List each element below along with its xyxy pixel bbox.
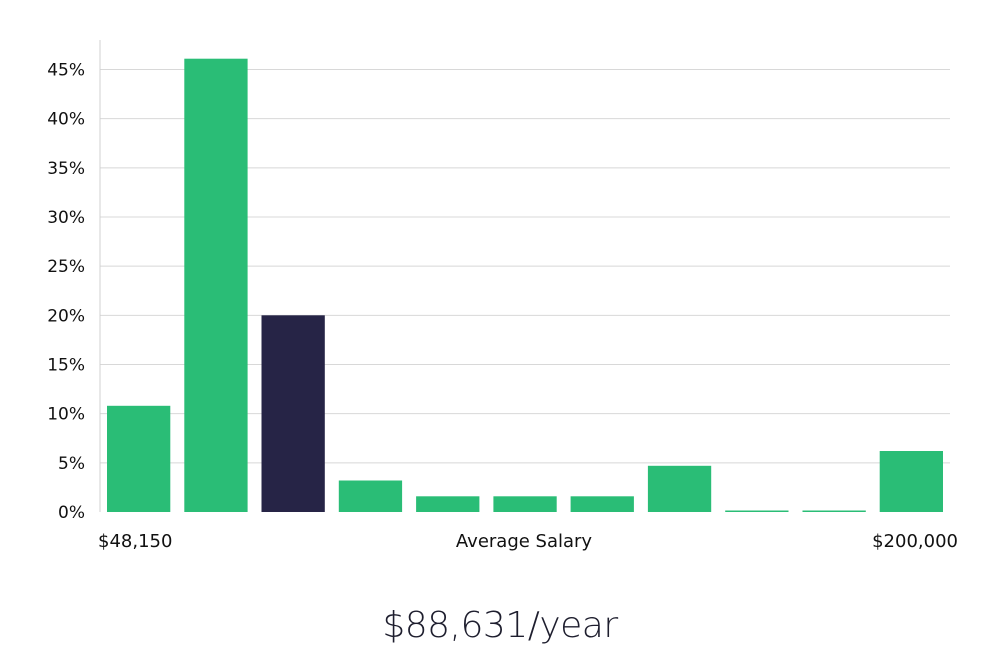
x-axis-min-label: $48,150	[98, 531, 172, 552]
salary-distribution-chart: 0% 5% 10% 15% 20% 25% 30% 35% 40% 45% $48,150 Ave…	[47, 40, 958, 552]
bar	[647, 465, 712, 512]
bar	[107, 405, 171, 512]
bar	[416, 496, 480, 512]
y-tick-label: 0%	[58, 503, 85, 523]
y-tick-label: 45%	[47, 61, 85, 81]
bar	[338, 480, 403, 512]
bar	[802, 510, 866, 512]
bar-highlighted	[261, 315, 325, 512]
y-tick-label: 10%	[47, 405, 85, 425]
bar	[879, 451, 943, 512]
y-tick-label: 5%	[58, 454, 85, 474]
bars	[107, 58, 943, 512]
x-axis-max-label: $200,000	[872, 531, 958, 552]
y-tick-label: 25%	[47, 257, 85, 277]
y-tick-label: 20%	[47, 306, 85, 326]
y-tick-label: 30%	[47, 208, 85, 228]
y-axis-ticks: 0% 5% 10% 15% 20% 25% 30% 35% 40% 45%	[47, 61, 85, 524]
x-axis-title: Average Salary	[456, 531, 593, 552]
bar	[570, 496, 634, 512]
bar	[493, 496, 557, 512]
average-salary-value: $88,631/year	[382, 605, 618, 646]
bar	[184, 58, 248, 512]
y-tick-label: 35%	[47, 159, 85, 179]
bar	[725, 510, 789, 512]
y-tick-label: 40%	[47, 110, 85, 130]
y-tick-label: 15%	[47, 356, 85, 376]
